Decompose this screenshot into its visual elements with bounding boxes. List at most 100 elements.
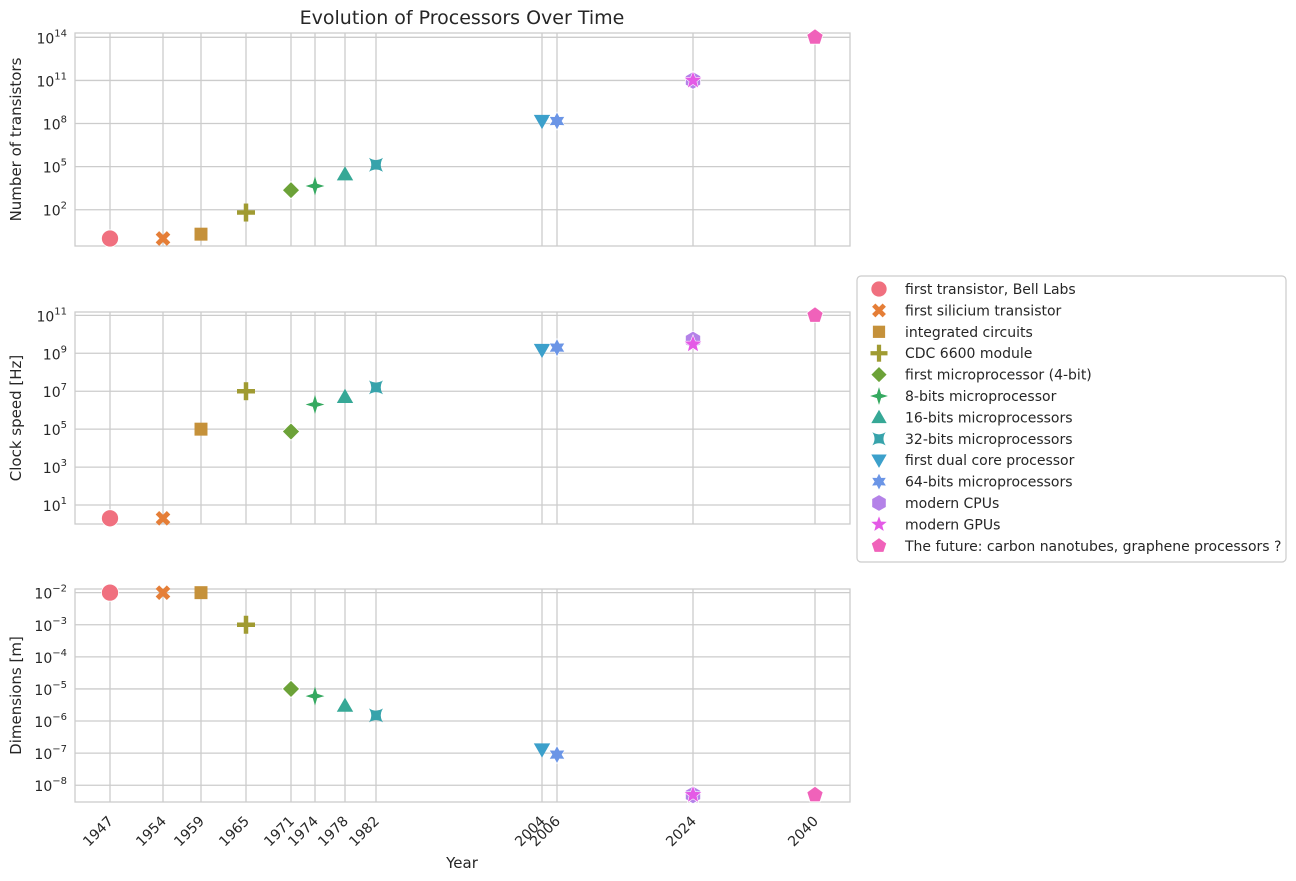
data-point-clock bbox=[155, 510, 171, 526]
data-point-transistors bbox=[194, 227, 208, 241]
data-point-transistors bbox=[155, 231, 171, 246]
legend-entry: 8-bits microprocessor bbox=[870, 387, 1057, 405]
y-tick-label: 10−3 bbox=[34, 616, 67, 635]
y-axis-title-transistors: Number of transistors bbox=[7, 57, 25, 221]
panel-transistors: 102 105 108 1011 1014 Number of transistors bbox=[7, 28, 851, 248]
data-point-transistors bbox=[533, 114, 551, 130]
x-tick-label: 1965 bbox=[216, 814, 253, 851]
legend-marker bbox=[871, 454, 887, 468]
legend-entry: modern GPUs bbox=[869, 514, 1000, 533]
data-point-dimensions bbox=[548, 744, 566, 765]
x-tick-label: 1982 bbox=[346, 814, 383, 851]
data-point-clock bbox=[336, 388, 354, 403]
x-tick-label: 1954 bbox=[133, 813, 170, 850]
data-point-dimensions bbox=[101, 583, 119, 602]
data-point-dimensions bbox=[155, 585, 171, 600]
data-point-clock bbox=[533, 343, 551, 358]
data-point-clock bbox=[305, 395, 325, 414]
data-point-dimensions bbox=[683, 784, 703, 804]
data-point-transistors bbox=[101, 229, 119, 248]
x-axis-title: Year bbox=[445, 854, 479, 872]
legend-label: 16-bits microprocessors bbox=[905, 410, 1073, 426]
legend-marker bbox=[871, 409, 887, 424]
data-point-transistors bbox=[305, 176, 325, 196]
data-point-clock bbox=[548, 337, 566, 358]
y-tick-label: 1011 bbox=[36, 71, 67, 90]
legend-marker bbox=[872, 325, 886, 338]
legend-entry: first dual core processor bbox=[871, 453, 1075, 469]
panel-dimensions: 10−2 10−3 10−4 10−5 10−6 10−7 10−8 Dimensions [… bbox=[7, 583, 851, 851]
x-tick-label: 2040 bbox=[785, 814, 822, 851]
data-point-dimensions bbox=[305, 686, 325, 706]
y-tick-label: 108 bbox=[43, 115, 67, 134]
y-tick-label: 103 bbox=[43, 458, 67, 477]
data-point-clock bbox=[194, 422, 208, 436]
legend-label: The future: carbon nanotubes, graphene p… bbox=[904, 539, 1281, 555]
x-tick-label: 1959 bbox=[171, 814, 208, 851]
legend-frame bbox=[856, 275, 1287, 563]
data-point-transistors bbox=[281, 181, 301, 200]
y-tick-label: 10−8 bbox=[34, 776, 67, 795]
data-point-clock bbox=[281, 422, 301, 441]
legend-entry: first microprocessor (4-bit) bbox=[870, 365, 1092, 384]
data-point-dimensions bbox=[336, 697, 354, 712]
legend-label: modern CPUs bbox=[905, 496, 999, 512]
legend-label: integrated circuits bbox=[905, 325, 1033, 341]
legend-marker bbox=[872, 303, 886, 318]
legend-marker bbox=[872, 432, 886, 446]
legend-label: first microprocessor (4-bit) bbox=[905, 368, 1092, 384]
legend: first transistor, Bell Labs first siliciu… bbox=[856, 275, 1287, 563]
data-point-transistors bbox=[683, 70, 703, 89]
axes-frame bbox=[74, 311, 851, 525]
y-tick-label: 105 bbox=[43, 420, 67, 439]
axes-frame bbox=[74, 32, 851, 247]
data-point-transistors bbox=[237, 203, 255, 222]
y-tick-label: 10−2 bbox=[34, 584, 67, 603]
legend-entry: 16-bits microprocessors bbox=[871, 409, 1073, 426]
legend-marker bbox=[870, 344, 888, 362]
data-point-transistors bbox=[806, 28, 824, 45]
y-tick-label: 1011 bbox=[36, 306, 67, 325]
data-point-dimensions bbox=[194, 586, 208, 600]
legend-entry: integrated circuits bbox=[872, 325, 1033, 341]
x-tick-label: 2024 bbox=[663, 813, 700, 850]
legend-label: first transistor, Bell Labs bbox=[905, 282, 1076, 298]
legend-marker bbox=[870, 365, 888, 384]
y-tick-label: 109 bbox=[43, 344, 67, 363]
legend-label: first dual core processor bbox=[905, 453, 1075, 469]
x-tick-label: 1978 bbox=[315, 814, 352, 851]
panel-clock: 101 103 105 107 109 1011 Clock speed [Hz] bbox=[7, 306, 851, 528]
y-tick-label: 10−5 bbox=[34, 680, 67, 699]
legend-label: 32-bits microprocessors bbox=[905, 432, 1073, 448]
legend-entry: 32-bits microprocessors bbox=[872, 432, 1073, 448]
y-tick-label: 10−7 bbox=[34, 744, 67, 763]
legend-label: CDC 6600 module bbox=[905, 346, 1032, 362]
legend-label: 8-bits microprocessor bbox=[905, 389, 1057, 405]
legend-marker bbox=[870, 387, 888, 405]
legend-entry: The future: carbon nanotubes, graphene p… bbox=[870, 537, 1281, 555]
legend-marker bbox=[869, 514, 889, 533]
data-point-dimensions bbox=[806, 785, 824, 803]
data-point-transistors bbox=[336, 166, 354, 181]
legend-entry: first transistor, Bell Labs bbox=[870, 280, 1076, 298]
legend-marker bbox=[870, 280, 888, 298]
legend-label: modern GPUs bbox=[905, 517, 1000, 533]
legend-marker bbox=[871, 494, 887, 512]
y-tick-label: 107 bbox=[43, 382, 67, 401]
y-tick-label: 10−4 bbox=[34, 648, 67, 667]
data-point-clock bbox=[368, 380, 384, 395]
data-point-dimensions bbox=[281, 679, 301, 699]
data-point-transistors bbox=[548, 111, 566, 131]
data-point-clock bbox=[683, 333, 703, 353]
data-point-clock bbox=[806, 306, 824, 323]
y-tick-label: 1014 bbox=[36, 28, 67, 47]
legend-label: first silicium transistor bbox=[905, 303, 1062, 319]
axes-frame bbox=[74, 588, 851, 803]
y-axis-title-dimensions: Dimensions [m] bbox=[7, 636, 25, 755]
y-tick-label: 105 bbox=[43, 158, 67, 177]
chart-title: Evolution of Processors Over Time bbox=[300, 7, 625, 29]
data-point-transistors bbox=[368, 157, 384, 172]
y-tick-label: 10−6 bbox=[34, 712, 67, 731]
legend-entry: 64-bits microprocessors bbox=[871, 472, 1073, 491]
